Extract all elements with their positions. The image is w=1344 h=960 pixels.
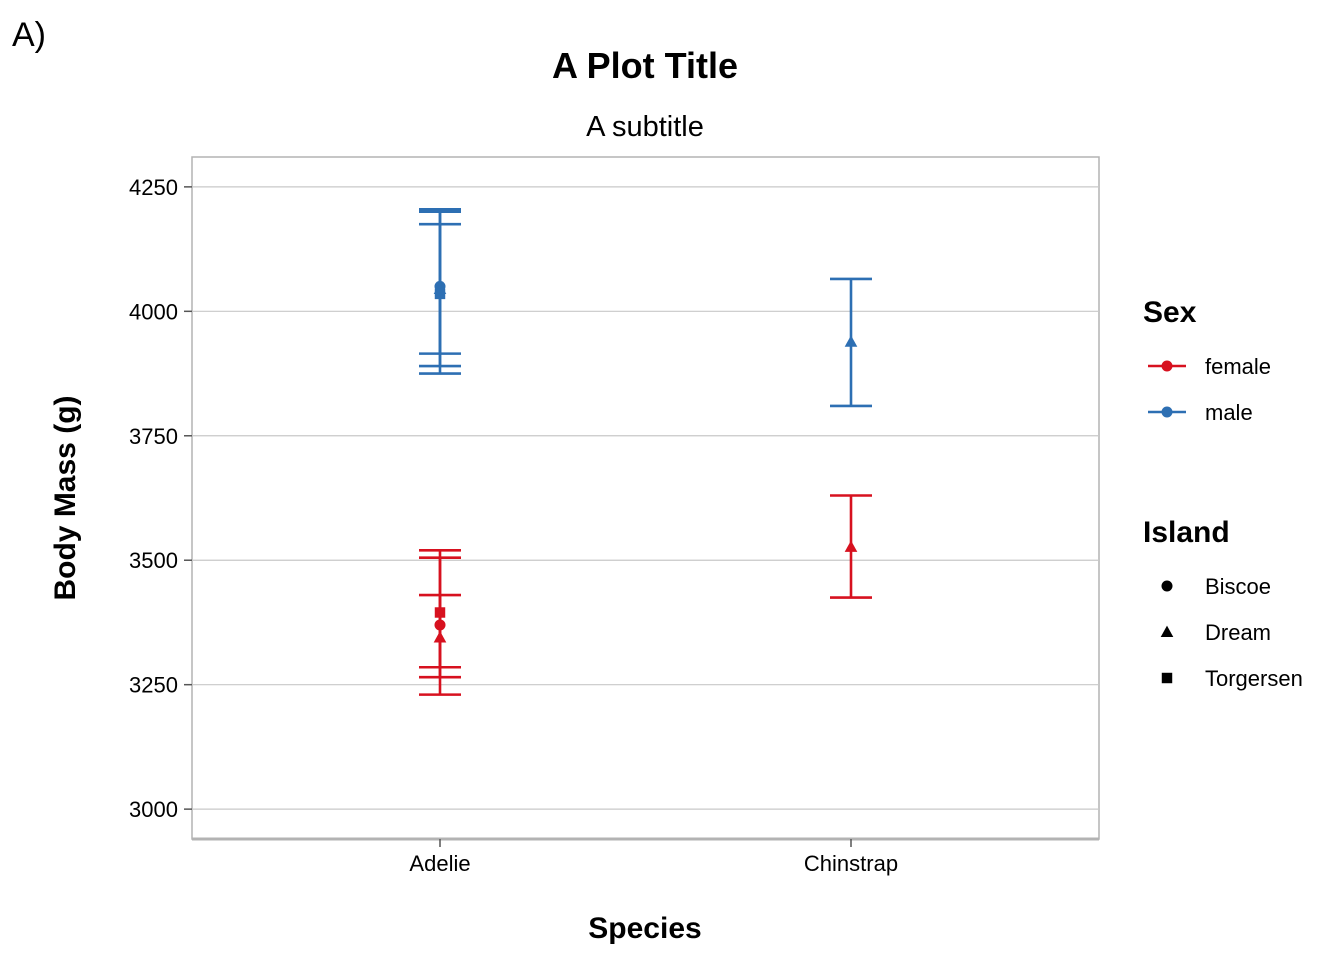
- mean-point: [844, 540, 858, 552]
- y-tick-label: 4250: [129, 175, 178, 200]
- legend-key-point: [1161, 360, 1173, 372]
- legend-key-shape: [1160, 625, 1174, 638]
- data-layer: [419, 207, 872, 696]
- legend-island: Island Biscoe Dream Torgersen: [1143, 516, 1303, 691]
- y-axis-title: Body Mass (g): [49, 395, 82, 600]
- x-tick-label: Chinstrap: [804, 851, 898, 876]
- x-axis: Adelie Chinstrap: [409, 839, 898, 876]
- gridlines: [192, 186, 1099, 810]
- y-axis: 3000 3250 3500 3750 4000 4250: [129, 175, 192, 822]
- legend-sex-label: male: [1205, 400, 1253, 425]
- legend-key-shape: [1161, 580, 1173, 592]
- panel-tag: A): [12, 16, 46, 54]
- errorbar-adelie-female-torgersen: [419, 548, 461, 669]
- chart-title: A Plot Title: [552, 45, 738, 86]
- errorbar-chinstrap-female-dream: [830, 494, 872, 599]
- legend-island-label: Torgersen: [1205, 666, 1303, 691]
- mean-point: [434, 288, 446, 300]
- legend-sex: Sex female male: [1143, 296, 1271, 425]
- y-tick-label: 3500: [129, 548, 178, 573]
- legend-key-shape: [1161, 672, 1173, 684]
- legend-island-label: Dream: [1205, 620, 1271, 645]
- y-tick-label: 3250: [129, 673, 178, 698]
- errorbar-adelie-male-torgersen: [419, 210, 461, 375]
- x-axis-title: Species: [588, 912, 701, 945]
- x-tick-label: Adelie: [409, 851, 470, 876]
- legend-key-point: [1161, 406, 1173, 418]
- legend-island-label: Biscoe: [1205, 574, 1271, 599]
- legend-island-title: Island: [1143, 516, 1230, 549]
- y-tick-label: 3000: [129, 797, 178, 822]
- legend-sex-title: Sex: [1143, 296, 1197, 329]
- y-tick-label: 4000: [129, 299, 178, 324]
- mean-point: [844, 335, 858, 347]
- legend-sex-label: female: [1205, 354, 1271, 379]
- mean-point: [434, 607, 446, 618]
- y-tick-label: 3750: [129, 424, 178, 449]
- chart-subtitle: A subtitle: [586, 111, 704, 143]
- errorbar-chinstrap-male-dream: [830, 277, 872, 408]
- plot-panel: [191, 156, 1100, 840]
